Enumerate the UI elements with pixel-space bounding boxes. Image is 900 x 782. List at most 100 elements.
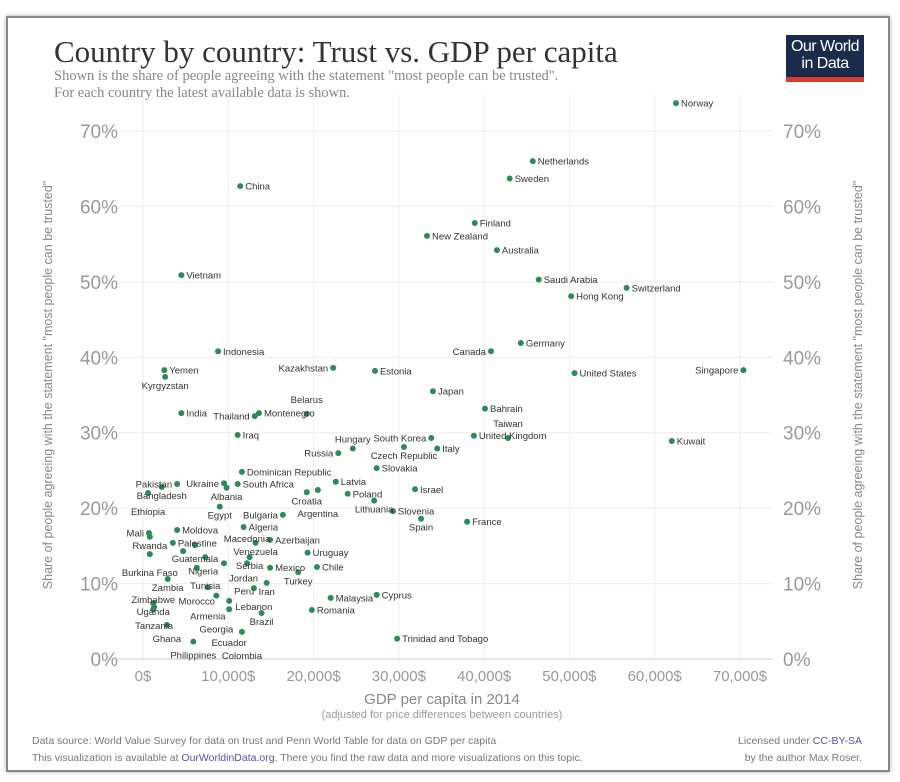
chart-frame [6, 16, 890, 772]
data-point [193, 564, 200, 571]
data-point [223, 484, 230, 491]
data-point [330, 364, 337, 371]
y-tick-label-left: 10% [80, 575, 118, 596]
data-point [371, 367, 378, 374]
point-label: Montenegro [264, 409, 315, 420]
data-point [505, 434, 512, 441]
data-point [267, 536, 274, 543]
data-point [493, 247, 500, 254]
point-label: Romania [317, 605, 356, 616]
data-point [161, 367, 168, 374]
data-point [162, 373, 169, 380]
point-label: Guatemala [172, 554, 219, 565]
point-label: Rwanda [132, 541, 168, 552]
availability-prefix: This visualization is available at [32, 752, 182, 764]
point-label: Tunisia [190, 581, 221, 592]
point-label: Sweden [515, 174, 549, 185]
subtitle-line-2: For each country the latest available da… [54, 85, 350, 101]
availability-suffix: . There you find the raw data and more v… [274, 752, 583, 764]
point-label: Moldova [182, 526, 219, 537]
point-label: Turkey [284, 576, 313, 587]
y-tick-label-left: 20% [80, 499, 118, 520]
point-label: Iraq [243, 430, 259, 441]
point-label: Azerbaijan [275, 535, 320, 546]
point-label: Italy [442, 444, 460, 455]
data-point [221, 560, 228, 567]
point-label: Czech Republic [371, 451, 438, 462]
data-point [174, 481, 181, 488]
data-point [571, 370, 578, 377]
data-point [146, 551, 153, 558]
y-tick-label-left: 0% [91, 650, 119, 671]
data-point [237, 183, 244, 190]
point-label: Zambia [152, 583, 184, 594]
data-point [464, 518, 471, 525]
point-label: Morocco [179, 597, 215, 608]
data-point [304, 549, 311, 556]
data-point [487, 348, 494, 355]
data-point [506, 175, 513, 182]
y-axis-title-right: Share of people agreeing with the statem… [851, 181, 865, 589]
data-point [394, 635, 401, 642]
data-point [471, 220, 478, 227]
point-label: Nigeria [188, 567, 219, 578]
point-label: Philippines [170, 651, 216, 662]
point-label: Venezuela [233, 547, 278, 558]
point-label: Singapore [695, 366, 738, 377]
point-label: Belarus [291, 395, 323, 406]
data-point [213, 592, 220, 599]
data-point [246, 554, 253, 561]
data-point [314, 487, 321, 494]
availability-line: This visualization is available at OurWo… [32, 750, 583, 767]
point-label: United Kingdom [479, 431, 547, 442]
data-point [192, 542, 199, 549]
point-label: Colombia [222, 651, 263, 662]
point-label: Serbia [236, 561, 264, 572]
point-label: Vietnam [186, 271, 221, 282]
point-label: Kuwait [677, 437, 706, 448]
data-point [418, 515, 425, 522]
point-label: Albania [211, 492, 243, 503]
point-label: Netherlands [538, 157, 589, 168]
point-label: Bulgaria [243, 510, 279, 521]
chart-subtitle: Shown is the share of people agreeing wi… [54, 68, 558, 102]
point-label: Germany [526, 338, 565, 349]
point-label: Armenia [190, 611, 226, 622]
data-point [250, 585, 257, 592]
point-label: Macedonia [224, 534, 271, 545]
owid-link[interactable]: OurWorldinData.org [181, 752, 275, 764]
data-point [244, 560, 251, 567]
data-point [303, 410, 310, 417]
point-label: China [245, 182, 271, 193]
data-point [668, 438, 675, 445]
data-point [740, 367, 747, 374]
point-label: Tanzania [135, 621, 174, 632]
logo-text-2: in Data [801, 55, 849, 72]
data-point [373, 591, 380, 598]
data-point [535, 276, 542, 283]
point-label: Slovenia [398, 507, 435, 518]
license-link[interactable]: CC-BY-SA [812, 735, 862, 747]
point-label: Taiwan [493, 419, 523, 430]
point-label: Finland [480, 219, 511, 230]
data-point [517, 339, 524, 346]
point-label: Kyrgyzstan [142, 381, 189, 392]
data-point [332, 478, 339, 485]
point-label: Palestine [178, 538, 217, 549]
data-point [327, 594, 334, 601]
data-point [263, 579, 270, 586]
point-label: India [186, 409, 207, 420]
point-label: Hungary [335, 435, 371, 446]
x-tick-label: 20,000$ [286, 668, 341, 685]
x-tick-label: 60,000$ [628, 668, 683, 685]
data-point [150, 606, 157, 613]
owid-logo[interactable]: Our World in Data [786, 35, 864, 82]
data-point [251, 413, 258, 420]
data-point [180, 548, 187, 555]
data-point [164, 576, 171, 583]
logo-accent-bar [786, 77, 864, 82]
point-label: Peru [234, 586, 254, 597]
y-tick-label-right: 30% [783, 424, 821, 445]
source-line: Data source: World Value Survey for data… [32, 735, 497, 747]
y-tick-label-right: 70% [783, 122, 821, 143]
